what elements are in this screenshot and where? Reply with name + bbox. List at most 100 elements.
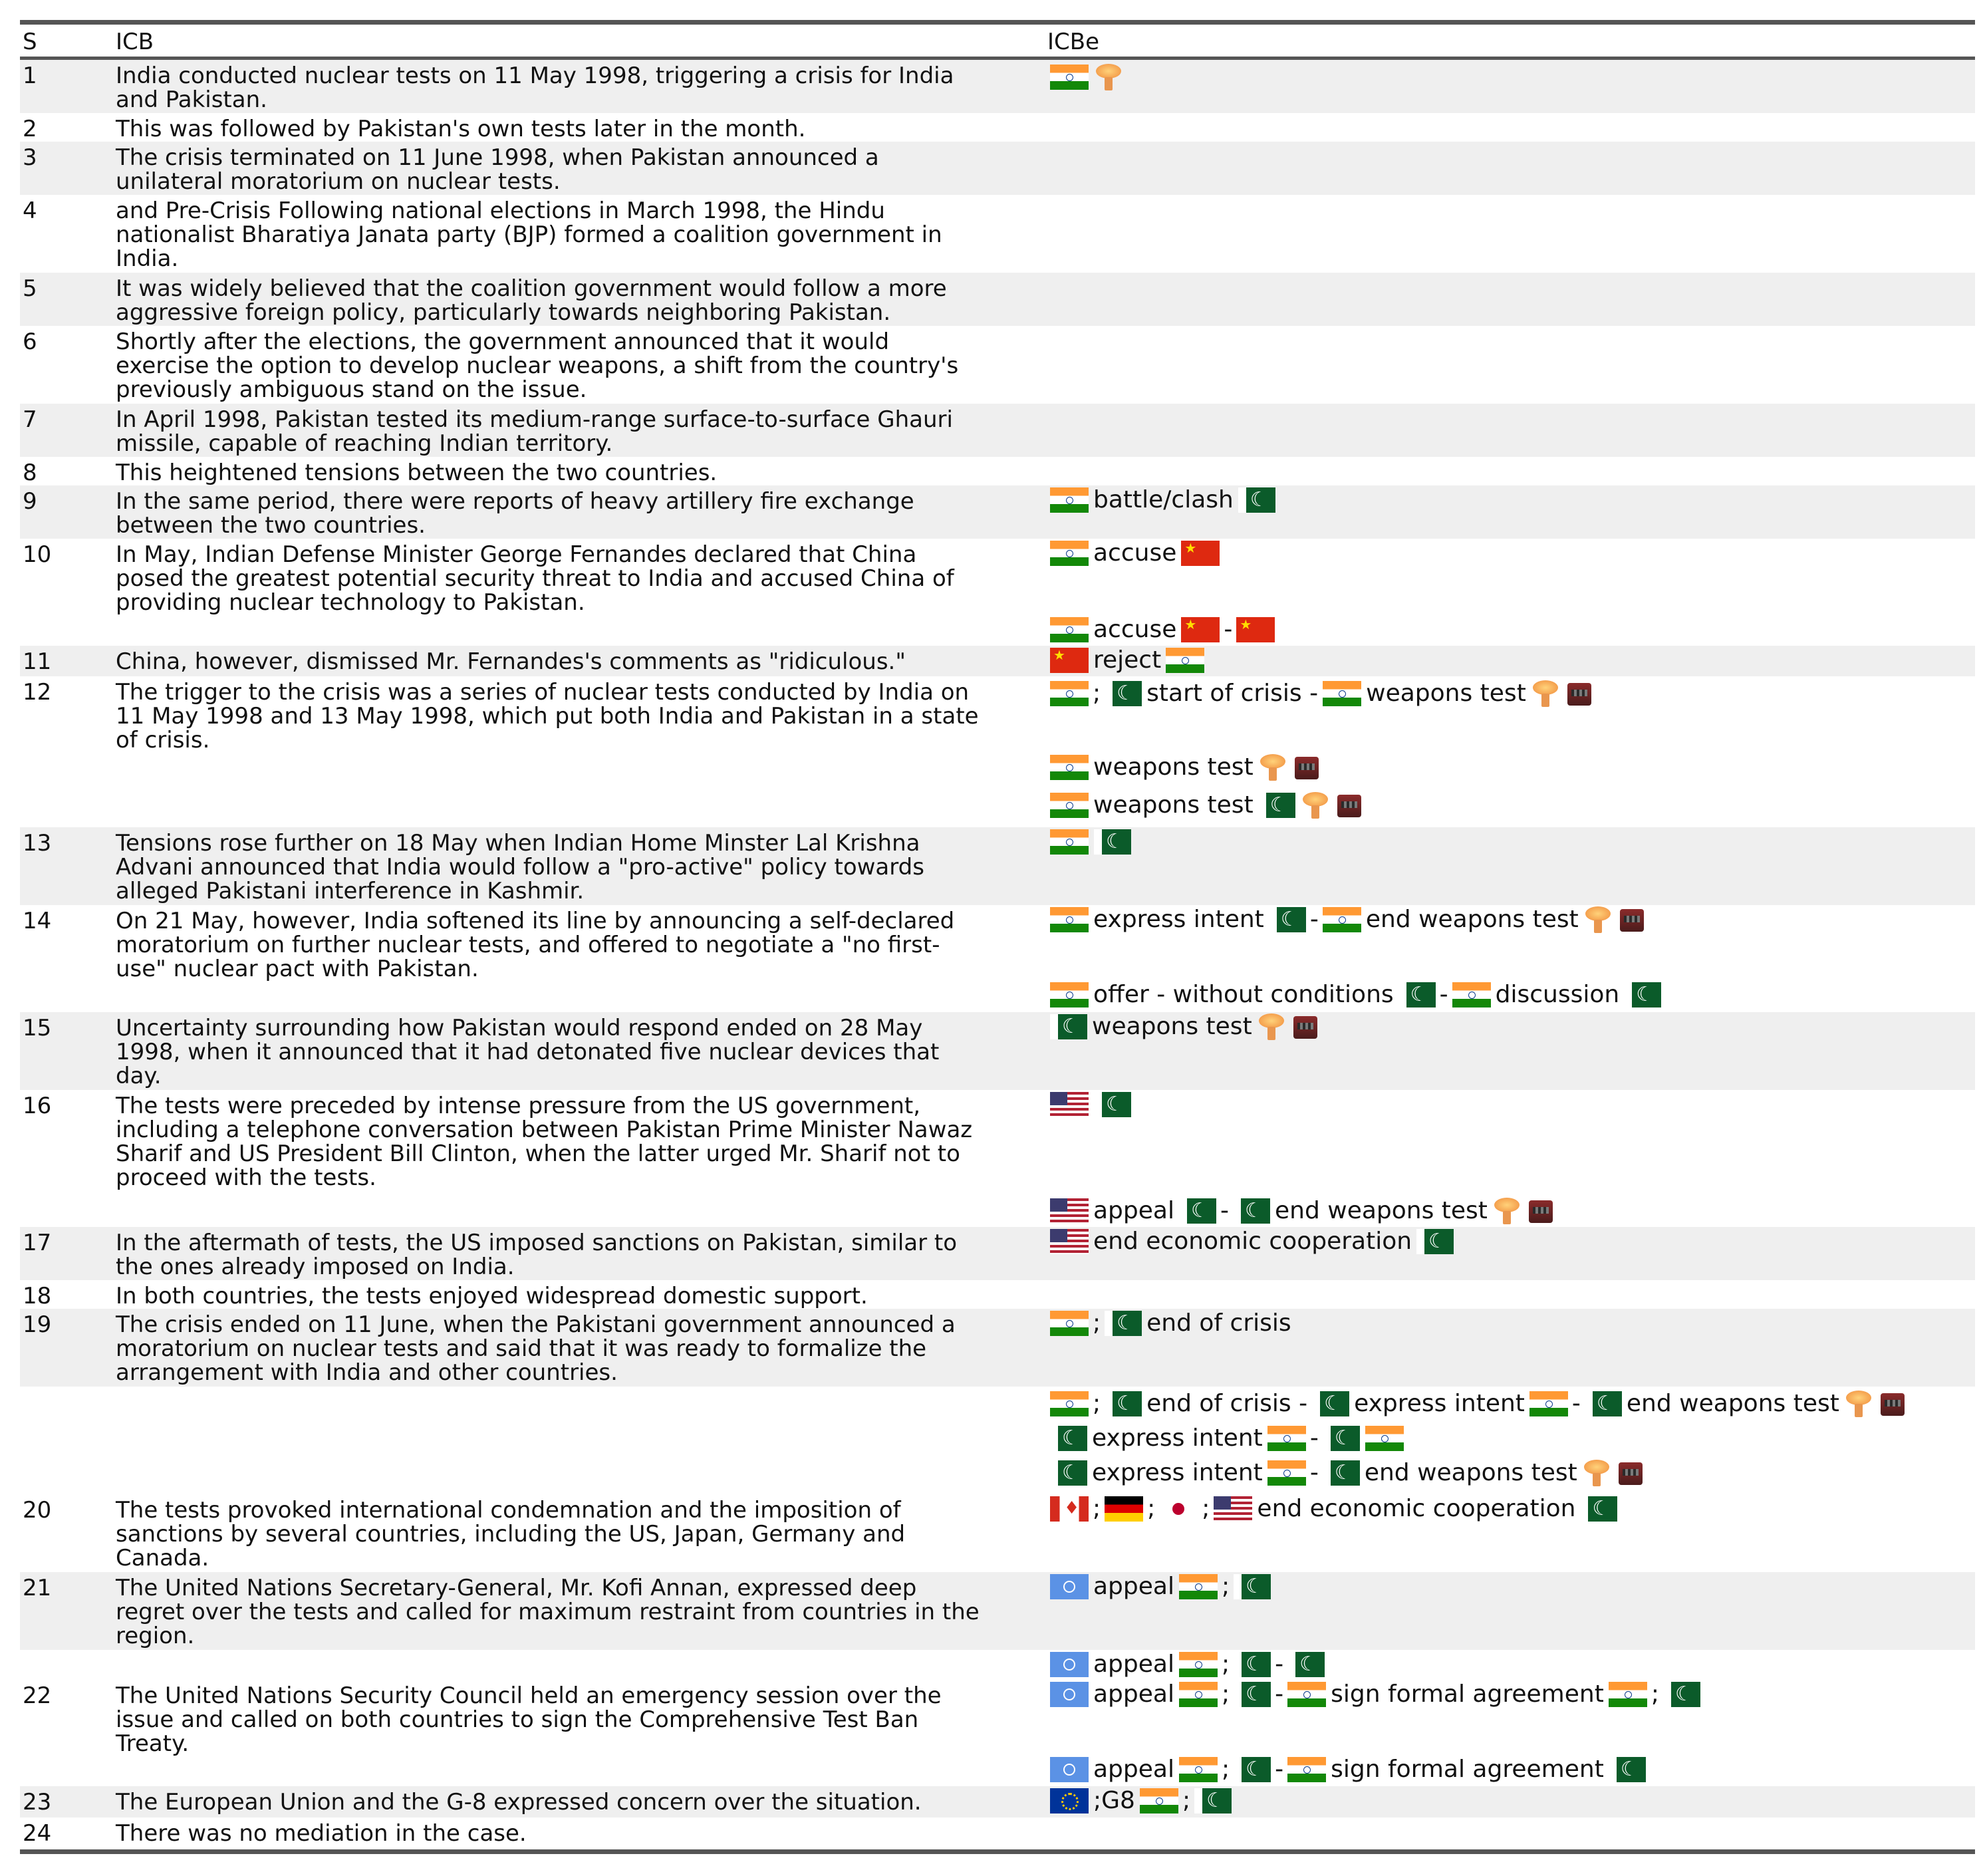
flag-in-icon [1287, 1757, 1327, 1782]
icbe-events [1047, 1817, 1975, 1847]
sentence-number: 10 [23, 541, 52, 568]
flag-pk-icon [1322, 1460, 1360, 1486]
flag-in-icon [1050, 541, 1089, 566]
event-separator: ; [1147, 1495, 1156, 1522]
bomb-icon [1878, 1389, 1909, 1418]
flag-pk-icon [1178, 1198, 1216, 1224]
table-row: 1 India conducted nuclear tests on 11 May… [20, 60, 1975, 113]
mushroom-cloud-icon [1093, 63, 1124, 92]
icbe-events [1047, 195, 1975, 273]
flag-pk-icon [1234, 1574, 1271, 1599]
flag-pk-icon [1234, 1652, 1271, 1677]
event-line: ; start of crisis - weapons test [1047, 679, 1597, 708]
flag-pk-icon [1238, 487, 1275, 513]
table-row: 15 Uncertainty surrounding how Pakistan w… [20, 1012, 1975, 1090]
mushroom-cloud-icon [1256, 1012, 1287, 1041]
flag-cn-icon [1181, 541, 1220, 566]
flag-pk-icon [1050, 1460, 1087, 1486]
event-separator: ; [1093, 1309, 1101, 1337]
flag-in-icon [1452, 982, 1491, 1007]
event-separator: ; [1221, 1573, 1230, 1600]
icb-sentence: The crisis ended on 11 June, when the Pa… [116, 1311, 956, 1386]
table-row: 18 In both countries, the tests enjoyed w… [20, 1280, 1975, 1309]
table-body: 1 India conducted nuclear tests on 11 May… [20, 60, 1975, 1847]
flag-in-icon [1323, 681, 1362, 706]
flag-pk-icon [1094, 829, 1131, 855]
event-separator: - [1220, 1197, 1229, 1224]
event-line: appeal - end weapons test [1047, 1196, 1559, 1226]
event-label: ;G8 [1093, 1787, 1135, 1814]
event-line: ; end of crisis - express intent - end weapo… [1047, 1389, 1911, 1418]
icbe-events [1047, 60, 1975, 113]
table-row: 2 This was followed by Pakistan's own tes… [20, 113, 1975, 142]
sentence-number: 6 [23, 329, 37, 355]
flag-in-icon [1178, 1682, 1218, 1707]
event-separator: ; [1221, 1680, 1230, 1708]
flag-in-icon [1050, 755, 1089, 780]
event-line [1047, 827, 1134, 857]
icbe-events: express intent - end weapons test offer - w… [1047, 905, 1975, 1012]
sentence-number: 18 [23, 1283, 52, 1309]
event-line: ; end of crisis [1047, 1309, 1293, 1338]
icb-sentence: The European Union and the G-8 expressed… [116, 1789, 922, 1815]
icbe-events: appeal - end weapons test [1047, 1090, 1975, 1227]
icb-sentence: In the same period, there were reports o… [116, 488, 914, 539]
table-row: 12 The trigger to the crisis was a series… [20, 676, 1975, 827]
event-line [1047, 1090, 1134, 1119]
event-line: express intent - [1047, 1424, 1406, 1453]
flag-de-icon [1105, 1496, 1144, 1522]
event-separator: - [1439, 981, 1448, 1008]
table-row: 24 There was no mediation in the case. [20, 1817, 1975, 1847]
flag-in-icon [1166, 648, 1205, 673]
event-label: end weapons test [1364, 1459, 1577, 1486]
flag-pk-icon [1398, 982, 1436, 1007]
event-label: accuse [1093, 616, 1177, 643]
event-separator: - [1275, 1680, 1284, 1708]
icb-sentence: In the aftermath of tests, the US impose… [116, 1230, 958, 1280]
icbe-events [1047, 457, 1975, 485]
event-label: express intent [1092, 1459, 1263, 1486]
event-label: appeal [1093, 1756, 1174, 1783]
flag-un-icon [1050, 1652, 1089, 1677]
icbe-events [1047, 326, 1975, 404]
event-label: offer - without conditions [1093, 981, 1394, 1008]
icb-sentence: The United Nations Secretary-General, Mr… [116, 1575, 980, 1649]
table-header-rule [20, 57, 1975, 60]
icb-icbe-table: S ICB ICBe 1 India conducted nuclear test… [20, 20, 1975, 1854]
event-line: accuse [1047, 539, 1222, 568]
event-label: end weapons test [1626, 1390, 1839, 1417]
flag-us-icon [1050, 1229, 1089, 1254]
sentence-number: 7 [23, 406, 37, 433]
mushroom-cloud-icon [1258, 753, 1288, 782]
flag-pk-icon [1105, 681, 1142, 706]
event-line [1047, 63, 1126, 92]
icbe-events [1047, 1280, 1975, 1309]
event-label: end economic cooperation [1093, 1228, 1412, 1255]
event-line: accuse - [1047, 615, 1277, 644]
icb-sentence: In April 1998, Pakistan tested its mediu… [116, 406, 953, 457]
sentence-number: 21 [23, 1575, 52, 1601]
sentence-number: 4 [23, 198, 37, 224]
table-row: 16 The tests were preceded by intense pre… [20, 1090, 1975, 1227]
header-s: S [23, 29, 37, 55]
bomb-icon [1291, 1012, 1321, 1041]
table-row: 6 Shortly after the elections, the govern… [20, 326, 1975, 404]
flag-us-icon [1050, 1198, 1089, 1224]
sentence-number: 22 [23, 1682, 52, 1709]
header-icb: ICB [116, 29, 154, 55]
event-line: weapons test [1047, 791, 1367, 820]
icb-sentence: The crisis terminated on 11 June 1998, w… [116, 144, 879, 195]
icbe-events [1047, 142, 1975, 195]
mushroom-cloud-icon [1581, 1458, 1612, 1488]
sentence-number: 5 [23, 275, 37, 302]
icb-sentence: On 21 May, however, India softened its l… [116, 908, 955, 982]
sentence-number: 11 [23, 648, 52, 675]
table-row: 13 Tensions rose further on 18 May when I… [20, 827, 1975, 905]
flag-pk-icon [1662, 1682, 1700, 1707]
table-top-rule [20, 20, 1975, 25]
event-label: appeal [1093, 1651, 1174, 1678]
flag-pk-icon [1094, 1092, 1131, 1117]
event-line: appeal; [1047, 1572, 1273, 1601]
icbe-events [1047, 404, 1975, 457]
sentence-number: 2 [23, 116, 37, 142]
